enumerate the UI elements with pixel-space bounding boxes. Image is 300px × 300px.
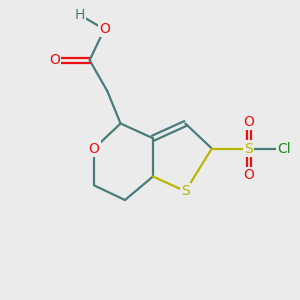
Text: O: O: [49, 53, 60, 67]
Text: O: O: [88, 142, 100, 155]
Text: H: H: [74, 8, 85, 22]
Text: O: O: [243, 115, 254, 129]
Text: S: S: [181, 184, 190, 198]
Text: Cl: Cl: [277, 142, 291, 155]
Text: O: O: [99, 22, 110, 36]
Text: S: S: [244, 142, 253, 155]
Text: O: O: [243, 168, 254, 182]
